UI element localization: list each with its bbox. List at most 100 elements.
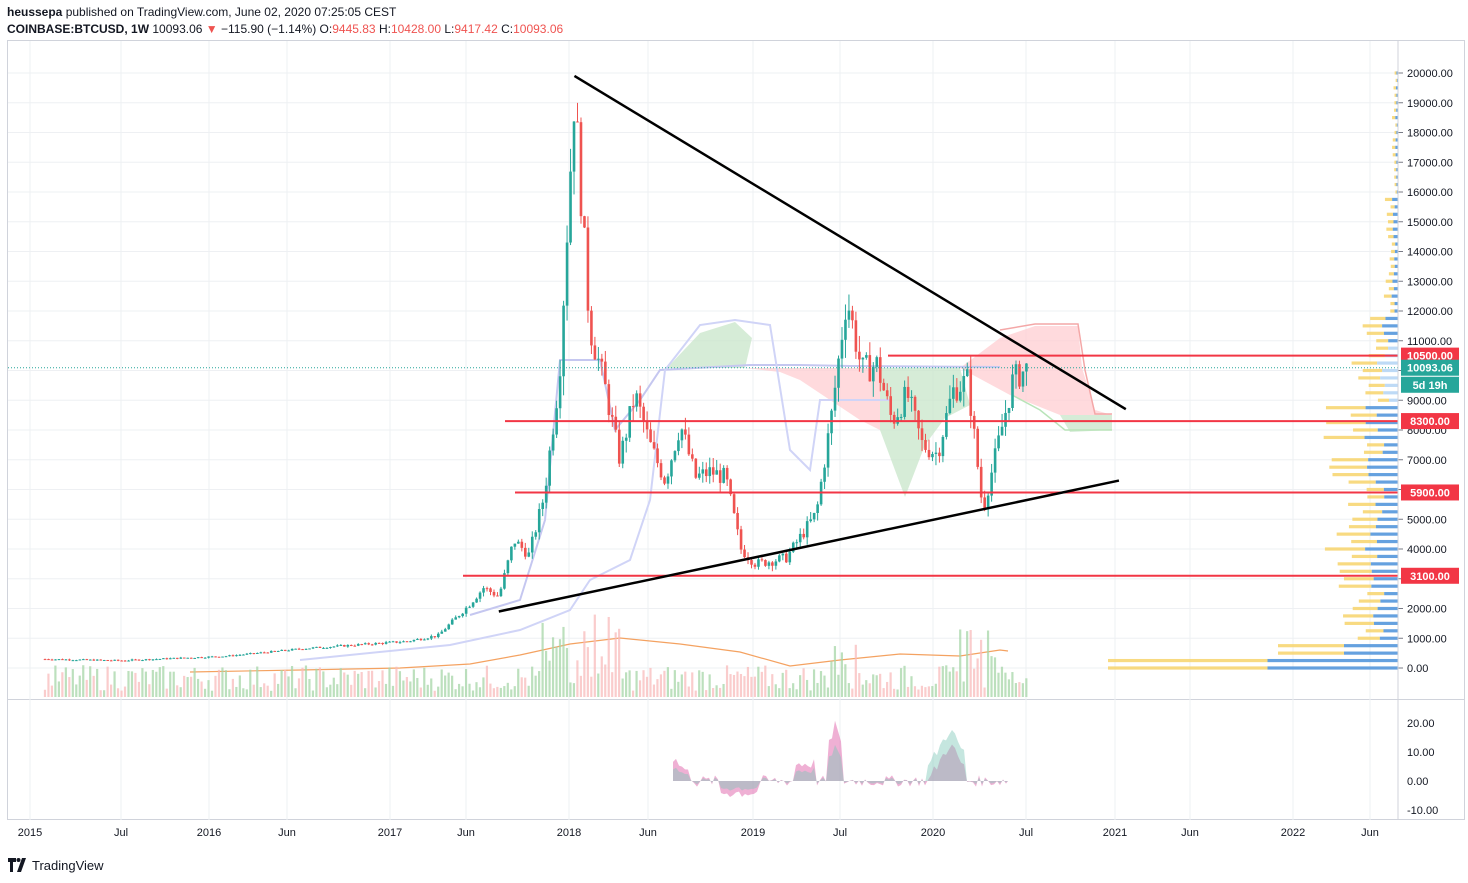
x-tick-label: Jun — [639, 827, 657, 839]
vp-bar-buy — [1394, 264, 1398, 268]
candle-body — [155, 659, 158, 661]
volume-bar — [54, 665, 57, 697]
price-change: −115.90 (−1.14%) — [221, 22, 317, 36]
volume-bar — [78, 675, 81, 697]
candle-body — [367, 643, 371, 645]
candle-body — [336, 645, 339, 647]
vp-bar-buy — [1395, 86, 1398, 90]
volume-bar — [743, 676, 746, 697]
oscillator-pane[interactable] — [7, 699, 1465, 820]
volume-bar — [628, 670, 631, 697]
vp-bar-buy — [1375, 480, 1398, 484]
footer-brand[interactable]: TradingView — [32, 857, 104, 873]
volume-bar — [454, 689, 457, 697]
volume-bar — [812, 669, 816, 697]
candle-body — [116, 659, 120, 661]
candle-body — [844, 319, 847, 340]
volume-bar — [96, 668, 99, 697]
interval[interactable]: 1W — [131, 22, 150, 36]
x-tick-label: 2015 — [18, 827, 42, 839]
osc-tick-label: 0.00 — [1407, 776, 1428, 788]
candle-body — [757, 559, 760, 567]
volume-bar — [597, 673, 600, 697]
volume-bar — [833, 646, 837, 697]
vp-bar-sell — [1365, 629, 1384, 633]
candle-body — [962, 376, 966, 392]
candle-body — [611, 415, 614, 417]
publisher-name[interactable]: heussepa — [7, 5, 63, 19]
vp-bar-sell — [1343, 614, 1374, 618]
volume-bar — [367, 670, 370, 697]
volume-bar — [903, 665, 906, 697]
volume-bar — [959, 629, 962, 697]
volume-bar — [722, 683, 725, 697]
candle-body — [544, 485, 548, 503]
volume-bar — [739, 673, 743, 697]
volume-bar — [381, 670, 384, 697]
candle-body — [182, 657, 186, 659]
vp-bar-sell — [1393, 86, 1396, 90]
volume-bar — [388, 667, 391, 697]
vp-bar-sell — [1394, 175, 1397, 179]
vp-bar-sell — [1386, 212, 1393, 216]
candle-body — [903, 386, 906, 417]
volume-bar — [687, 686, 690, 697]
candle-body — [1021, 371, 1025, 387]
y-tick-label: 17000.00 — [1407, 157, 1453, 169]
vp-bar-buy — [1396, 182, 1398, 187]
volume-bar — [510, 689, 513, 697]
candle-body — [496, 595, 499, 597]
candle-body — [308, 648, 311, 650]
volume-bar — [670, 688, 673, 697]
volume-bar — [162, 666, 165, 697]
candle-body — [127, 660, 130, 662]
vp-bar-buy — [1392, 197, 1398, 202]
volume-bar — [997, 672, 1000, 697]
candle-body — [346, 644, 350, 647]
candle-body — [920, 428, 924, 441]
symbol-name[interactable]: COINBASE:BTCUSD — [7, 22, 125, 36]
volume-bar — [499, 687, 502, 697]
volume-bar — [607, 616, 610, 697]
volume-bar — [277, 683, 280, 697]
volume-bar — [503, 686, 506, 697]
candle-body — [423, 639, 426, 641]
volume-bar — [774, 684, 777, 697]
candle-body — [256, 652, 259, 654]
tradingview-logo-icon[interactable] — [8, 858, 28, 872]
candle-body — [513, 543, 517, 547]
vp-bar-sell — [1108, 658, 1268, 663]
vp-bar-buy — [1393, 220, 1398, 224]
vp-bar-sell — [1387, 220, 1394, 224]
vp-bar-buy — [1396, 71, 1398, 75]
candle-body — [979, 466, 983, 498]
volume-bar — [489, 683, 492, 697]
volume-bar — [283, 669, 287, 697]
candle-body — [224, 656, 228, 658]
volume-bar — [311, 690, 315, 697]
volume-bar — [851, 688, 854, 697]
candle-body — [395, 641, 398, 643]
vp-bar-sell — [1351, 539, 1377, 544]
candle-body — [273, 650, 277, 652]
volume-bar — [767, 686, 770, 697]
candle-body — [478, 592, 482, 599]
candle-body — [162, 658, 165, 660]
volume-bar — [990, 656, 993, 697]
volume-bar — [437, 686, 440, 697]
candle-body — [802, 533, 806, 538]
candle-body — [537, 509, 541, 533]
candle-body — [562, 305, 565, 377]
volume-bar — [952, 667, 955, 697]
volume-bar — [781, 672, 784, 697]
vp-bar-sell — [1384, 197, 1393, 202]
volume-bar — [614, 632, 617, 697]
vp-bar-buy — [1392, 279, 1398, 283]
price-tag-label: 5900.00 — [1410, 487, 1450, 499]
vp-bar-buy — [1371, 569, 1398, 573]
open-label: O: — [319, 22, 333, 36]
vp-bar-sell — [1395, 190, 1397, 194]
volume-bar — [61, 672, 64, 697]
candle-body — [283, 649, 287, 651]
